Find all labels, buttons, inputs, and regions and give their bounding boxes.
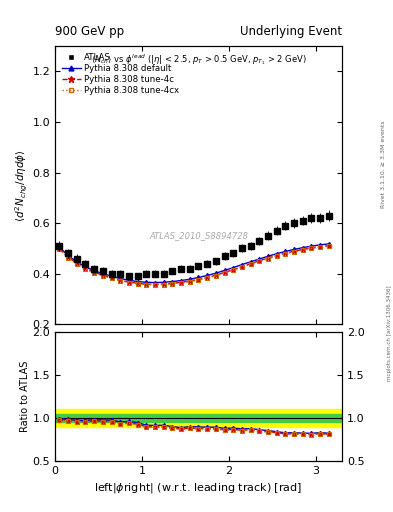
Y-axis label: $\langle d^2 N_{chg}/d\eta d\phi \rangle$: $\langle d^2 N_{chg}/d\eta d\phi \rangle…	[13, 149, 29, 222]
Bar	[55, 414, 342, 422]
Text: ATLAS_2010_S8894728: ATLAS_2010_S8894728	[149, 231, 248, 240]
Y-axis label: Ratio to ATLAS: Ratio to ATLAS	[20, 361, 29, 432]
Text: 900 GeV pp: 900 GeV pp	[55, 26, 124, 38]
Text: mcplots.cern.ch [arXiv:1306.3436]: mcplots.cern.ch [arXiv:1306.3436]	[387, 285, 391, 380]
X-axis label: left|$\phi$right| (w.r.t. leading track) [rad]: left|$\phi$right| (w.r.t. leading track)…	[94, 481, 303, 495]
Text: $\langle N_{ch}\rangle$ vs $\phi^{lead}$ ($|\eta|$ < 2.5, $p_T$ > 0.5 GeV, $p_{T: $\langle N_{ch}\rangle$ vs $\phi^{lead}$…	[90, 52, 307, 67]
Legend: ATLAS, Pythia 8.308 default, Pythia 8.308 tune-4c, Pythia 8.308 tune-4cx: ATLAS, Pythia 8.308 default, Pythia 8.30…	[59, 50, 182, 98]
Bar	[55, 410, 342, 426]
Text: Underlying Event: Underlying Event	[240, 26, 342, 38]
Text: Rivet 3.1.10, ≥ 3.3M events: Rivet 3.1.10, ≥ 3.3M events	[381, 120, 386, 208]
